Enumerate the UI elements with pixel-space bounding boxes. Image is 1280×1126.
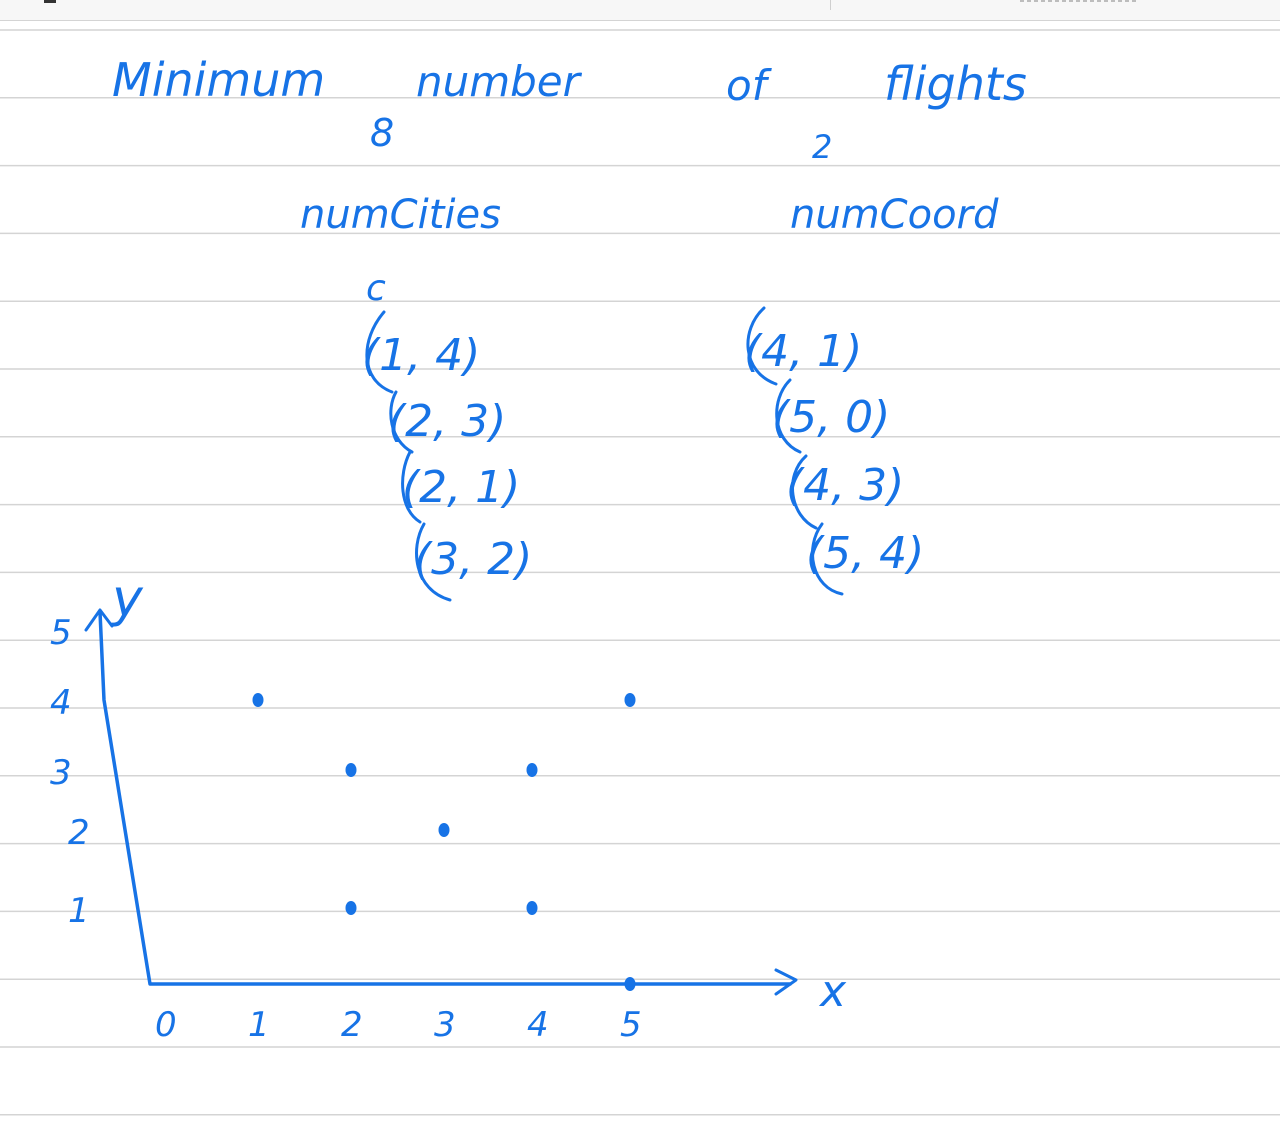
y-tick-label: 3 (50, 753, 72, 793)
x-tick-label: 5 (620, 1005, 642, 1045)
graph-point (345, 763, 357, 777)
y-axis-label: y (110, 569, 144, 629)
coord-pair: (5, 0) (772, 392, 890, 443)
y-tick-label: 5 (50, 613, 72, 653)
cities-pair: (1, 4) (362, 330, 480, 381)
label-cities-sub: c (366, 268, 386, 309)
x-tick-label: 3 (434, 1005, 456, 1045)
y-tick-label: 2 (68, 813, 90, 853)
x-axis-arrow-icon (774, 968, 798, 996)
y-tick-label: 1 (68, 891, 90, 931)
title-word-minimum: Minimum (112, 53, 325, 107)
cities-pair: (3, 2) (414, 534, 532, 585)
cities-bracket-stroke (365, 310, 452, 602)
scroll-indicator (1020, 0, 1138, 2)
x-tick-label: 0 (155, 1005, 177, 1045)
graph-point (526, 901, 538, 915)
coord-pair-list: (4, 1) (5, 0) (4, 3) (5, 4) (744, 306, 924, 596)
toolbar-separator (830, 0, 831, 10)
graph-points (252, 693, 636, 991)
y-tick-labels: 1 2 3 4 5 (50, 613, 90, 931)
x-tick-label: 2 (341, 1005, 363, 1045)
subscript-2: 2 (812, 128, 832, 166)
cities-pair: (2, 3) (388, 396, 506, 447)
axes (98, 610, 792, 986)
coord-pair: (5, 4) (806, 528, 924, 579)
graph-point (252, 693, 264, 707)
x-axis-label: x (818, 966, 847, 1017)
label-num-cities: numCities (300, 192, 501, 238)
title-word-of: of (726, 61, 773, 110)
label-num-coord: numCoord (790, 192, 999, 238)
graph-point (438, 823, 450, 837)
graph-point (624, 977, 636, 991)
coord-pair: (4, 3) (786, 460, 904, 511)
title-word-flights: flights (884, 57, 1027, 111)
coordinate-graph: y x 1 2 3 4 5 0 1 2 3 4 5 (50, 569, 847, 1045)
title-word-number: number (416, 57, 583, 106)
y-axis-arrow-icon (84, 608, 114, 632)
subscript-8: 8 (370, 111, 394, 155)
x-tick-label: 1 (248, 1005, 270, 1045)
x-tick-label: 4 (527, 1005, 549, 1045)
graph-point (345, 901, 357, 915)
coord-pair: (4, 1) (744, 326, 862, 377)
graph-point (526, 763, 538, 777)
note-title: Minimum number of flights 8 2 (112, 53, 1027, 166)
graph-point (624, 693, 636, 707)
minimize-icon[interactable] (44, 0, 56, 3)
window-top-bar (0, 0, 1280, 21)
y-tick-label: 4 (50, 683, 72, 723)
coord-bracket-stroke (746, 306, 844, 596)
cities-pair: (2, 1) (402, 462, 520, 513)
cities-pair-list: (1, 4) (2, 3) (2, 1) (3, 2) (362, 310, 532, 602)
x-tick-labels: 0 1 2 3 4 5 (155, 1005, 642, 1045)
